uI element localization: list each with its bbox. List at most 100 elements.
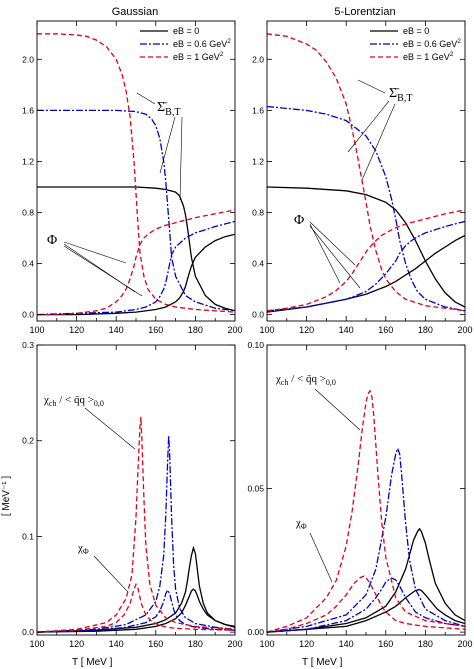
y-tick-label: 0.05 — [247, 484, 264, 494]
series-line-eB0-0 — [267, 186, 465, 308]
series-line-eB0-0 — [37, 545, 235, 633]
x-tick-label: 200 — [457, 325, 472, 335]
panel-lorentzian-susceptibilities: 100 120 140 160 180 200 0.00 0.05 0.10 — [247, 340, 472, 649]
annotation-chi-ch-right: χch / < q̄q >0,0 — [275, 373, 361, 431]
x-tick-label: 100 — [259, 325, 274, 335]
y-tick-label: 0.1 — [22, 531, 34, 541]
axis-frame — [266, 344, 466, 636]
series-line-eB1-4 — [267, 389, 465, 633]
series-line-eB0-0 — [267, 527, 465, 633]
series-line-eB1-4 — [37, 416, 235, 633]
series-line-eB0-3 — [267, 234, 465, 313]
x-tick-label: 180 — [418, 639, 433, 649]
series-line-eB06-4 — [267, 220, 465, 312]
x-tick-label: 140 — [109, 639, 124, 649]
svg-text:χΦ: χΦ — [295, 517, 307, 531]
annotation-sigma-right: Σ̄B,T — [347, 79, 412, 181]
phi-label: Φ — [294, 213, 304, 228]
sigma-label: Σ̄ — [389, 86, 400, 101]
x-tick-label: 200 — [457, 639, 472, 649]
y-tick-label: 0.8 — [252, 207, 264, 217]
annotation-chi-phi-right: χΦ — [295, 517, 333, 583]
x-tick-label: 160 — [148, 325, 163, 335]
series-line-eB1-5 — [37, 209, 235, 316]
x-tick-label: 120 — [299, 325, 314, 335]
legend-label-eB1: eB = 1 GeV2 — [403, 51, 454, 62]
annotation-phi-right: Φ — [294, 213, 361, 289]
y-axis-unit-label: [ MeV⁻¹ ] — [1, 476, 12, 517]
legend-label-eB0: eB = 0 — [403, 26, 429, 36]
series-line-eB06-2 — [267, 446, 465, 633]
y-tick-label: 2.0 — [252, 54, 264, 64]
title-5-lorentzian: 5-Lorentzian — [334, 6, 395, 18]
svg-text:χΦ: χΦ — [77, 542, 89, 556]
y-tick-label: 0.4 — [22, 259, 34, 269]
panel-gaussian-order-parameters: 100 120 140 160 180 200 0.0 0.4 0.8 1.2 1.6 2.0 eB =… — [22, 20, 243, 335]
series-line-eB06-2 — [37, 435, 235, 633]
x-tick-label: 160 — [378, 325, 393, 335]
annotation-chi-phi-left: χΦ — [77, 542, 129, 593]
series-line-eB0-1 — [37, 588, 235, 633]
x-tick-label: 140 — [339, 325, 354, 335]
y-tick-label: 0.4 — [252, 259, 264, 269]
y-tick-label: 1.6 — [252, 105, 264, 115]
plot-area — [37, 33, 235, 316]
annotation-chi-ch-left: χch / < q̄q >0,0 — [43, 394, 136, 450]
x-tick-label: 120 — [69, 639, 84, 649]
legend-label-eB0: eB = 0 — [173, 26, 199, 36]
x-tick-label: 120 — [299, 639, 314, 649]
series-line-eB06-1 — [37, 109, 235, 312]
y-tick-label: 2.0 — [22, 54, 34, 64]
x-tick-label: 180 — [188, 639, 203, 649]
legend: eB = 0 eB = 0.6 GeV2 eB = 1 GeV2 — [140, 26, 231, 62]
x-tick-label: 100 — [29, 639, 44, 649]
sigma-subscript: B,T — [397, 93, 412, 104]
y-tick-label: 0.0 — [22, 627, 34, 637]
y-tick-label: 1.2 — [22, 156, 34, 166]
annotation-phi-left: Φ — [47, 233, 143, 297]
y-tick-label: 0.8 — [22, 207, 34, 217]
legend: eB = 0 eB = 0.6 GeV2 eB = 1 GeV2 — [370, 26, 461, 62]
axis-frame — [36, 20, 236, 322]
panel-gaussian-susceptibilities: 100 120 140 160 180 200 0.0 0.1 0.2 0.3 — [22, 340, 242, 649]
x-tick-label: 160 — [148, 639, 163, 649]
legend-label-eB1: eB = 1 GeV2 — [173, 51, 224, 62]
x-axis-label-left: T [ MeV ] — [72, 657, 113, 668]
x-tick-label: 180 — [188, 325, 203, 335]
x-axis-label-right: T [ MeV ] — [302, 657, 343, 668]
y-tick-label: 0.0 — [22, 310, 34, 320]
annotation-sigma-left: Σ̄B,T — [136, 92, 183, 201]
series-line-eB1-2 — [37, 33, 235, 313]
axis-frame — [36, 344, 236, 636]
series-line-eB0-0 — [37, 186, 235, 312]
plot-area — [267, 33, 465, 313]
series-line-eB06-4 — [37, 220, 235, 316]
series-line-eB1-5 — [267, 575, 465, 633]
series-line-eB0-1 — [267, 588, 465, 633]
legend-label-eB06: eB = 0.6 GeV2 — [403, 38, 461, 49]
y-tick-label: 0.2 — [22, 436, 34, 446]
series-line-eB06-3 — [267, 577, 465, 633]
y-tick-label: 0.00 — [247, 627, 264, 637]
y-tick-label: 1.6 — [22, 105, 34, 115]
y-tick-label: 0.10 — [247, 340, 264, 350]
svg-text:χch / < q̄q >0,0: χch / < q̄q >0,0 — [275, 373, 336, 387]
plot-area — [37, 416, 235, 633]
sigma-subscript: B,T — [165, 107, 180, 118]
svg-text:Σ̄B,T: Σ̄B,T — [157, 100, 180, 118]
series-line-eB1-5 — [267, 209, 465, 312]
legend-label-eB06: eB = 0.6 GeV2 — [173, 38, 231, 49]
svg-text:Σ̄B,T: Σ̄B,T — [389, 86, 412, 104]
svg-text:χch / < q̄q >0,0: χch / < q̄q >0,0 — [43, 394, 104, 408]
series-line-eB06-1 — [267, 105, 465, 312]
x-tick-label: 200 — [227, 639, 242, 649]
x-tick-label: 180 — [418, 325, 433, 335]
x-tick-label: 160 — [378, 639, 393, 649]
phi-label: Φ — [47, 233, 57, 248]
series-line-eB0-3 — [37, 233, 235, 316]
x-tick-label: 140 — [109, 325, 124, 335]
plot-area — [267, 389, 465, 633]
x-tick-label: 200 — [227, 325, 242, 335]
y-tick-label: 0.0 — [252, 310, 264, 320]
